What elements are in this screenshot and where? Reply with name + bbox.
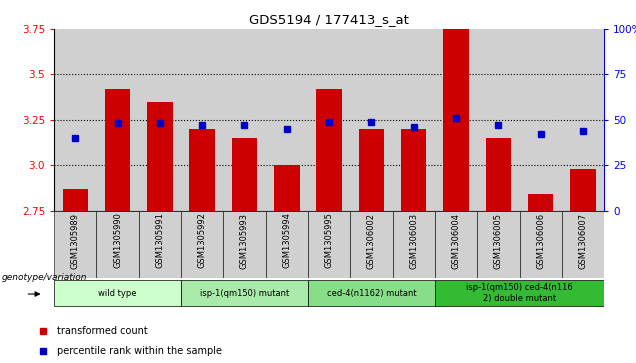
Bar [54, 29, 97, 211]
Bar [223, 29, 266, 211]
Bar [520, 211, 562, 278]
Text: GSM1305990: GSM1305990 [113, 213, 122, 268]
Text: GSM1306003: GSM1306003 [410, 213, 418, 269]
Bar [562, 211, 604, 278]
Bar [54, 280, 181, 306]
Text: transformed count: transformed count [57, 326, 148, 336]
Text: genotype/variation: genotype/variation [1, 273, 86, 282]
Bar [308, 280, 435, 306]
Bar [435, 211, 477, 278]
Bar [486, 138, 511, 211]
Text: isp-1(qm150) ced-4(n116
2) double mutant: isp-1(qm150) ced-4(n116 2) double mutant [466, 284, 573, 303]
Bar [520, 29, 562, 211]
Bar [443, 29, 469, 211]
Bar [139, 29, 181, 211]
Text: GSM1306005: GSM1306005 [494, 213, 503, 269]
Bar [97, 211, 139, 278]
Bar [266, 211, 308, 278]
Bar [308, 29, 350, 211]
Bar [62, 189, 88, 211]
Bar [528, 194, 553, 211]
Bar [223, 211, 266, 278]
Text: GSM1305991: GSM1305991 [155, 213, 164, 268]
Bar [274, 165, 300, 211]
Text: GSM1305994: GSM1305994 [282, 213, 291, 268]
Text: ced-4(n1162) mutant: ced-4(n1162) mutant [327, 289, 416, 298]
Bar [139, 211, 181, 278]
Bar [181, 211, 223, 278]
Bar [181, 280, 308, 306]
Title: GDS5194 / 177413_s_at: GDS5194 / 177413_s_at [249, 13, 409, 26]
Bar [308, 211, 350, 278]
Bar [350, 211, 392, 278]
Text: GSM1305995: GSM1305995 [324, 213, 334, 268]
Bar [570, 169, 596, 211]
Text: GSM1305992: GSM1305992 [198, 213, 207, 268]
Bar [232, 138, 257, 211]
Bar [562, 29, 604, 211]
Bar [97, 29, 139, 211]
Bar [317, 89, 342, 211]
Text: isp-1(qm150) mutant: isp-1(qm150) mutant [200, 289, 289, 298]
Bar [401, 129, 427, 211]
Bar [359, 129, 384, 211]
Bar [266, 29, 308, 211]
Text: GSM1306002: GSM1306002 [367, 213, 376, 269]
Bar [147, 102, 172, 211]
Bar [190, 129, 215, 211]
Bar [392, 211, 435, 278]
Text: percentile rank within the sample: percentile rank within the sample [57, 346, 221, 356]
Bar [350, 29, 392, 211]
Bar [181, 29, 223, 211]
Bar [477, 211, 520, 278]
Bar [105, 89, 130, 211]
Bar [392, 29, 435, 211]
Bar [477, 29, 520, 211]
Text: GSM1305993: GSM1305993 [240, 213, 249, 269]
Text: GSM1306006: GSM1306006 [536, 213, 545, 269]
Bar [435, 280, 604, 306]
Text: wild type: wild type [99, 289, 137, 298]
Text: GSM1305989: GSM1305989 [71, 213, 80, 269]
Bar [435, 29, 477, 211]
Text: GSM1306007: GSM1306007 [579, 213, 588, 269]
Text: GSM1306004: GSM1306004 [452, 213, 460, 269]
Bar [54, 211, 97, 278]
